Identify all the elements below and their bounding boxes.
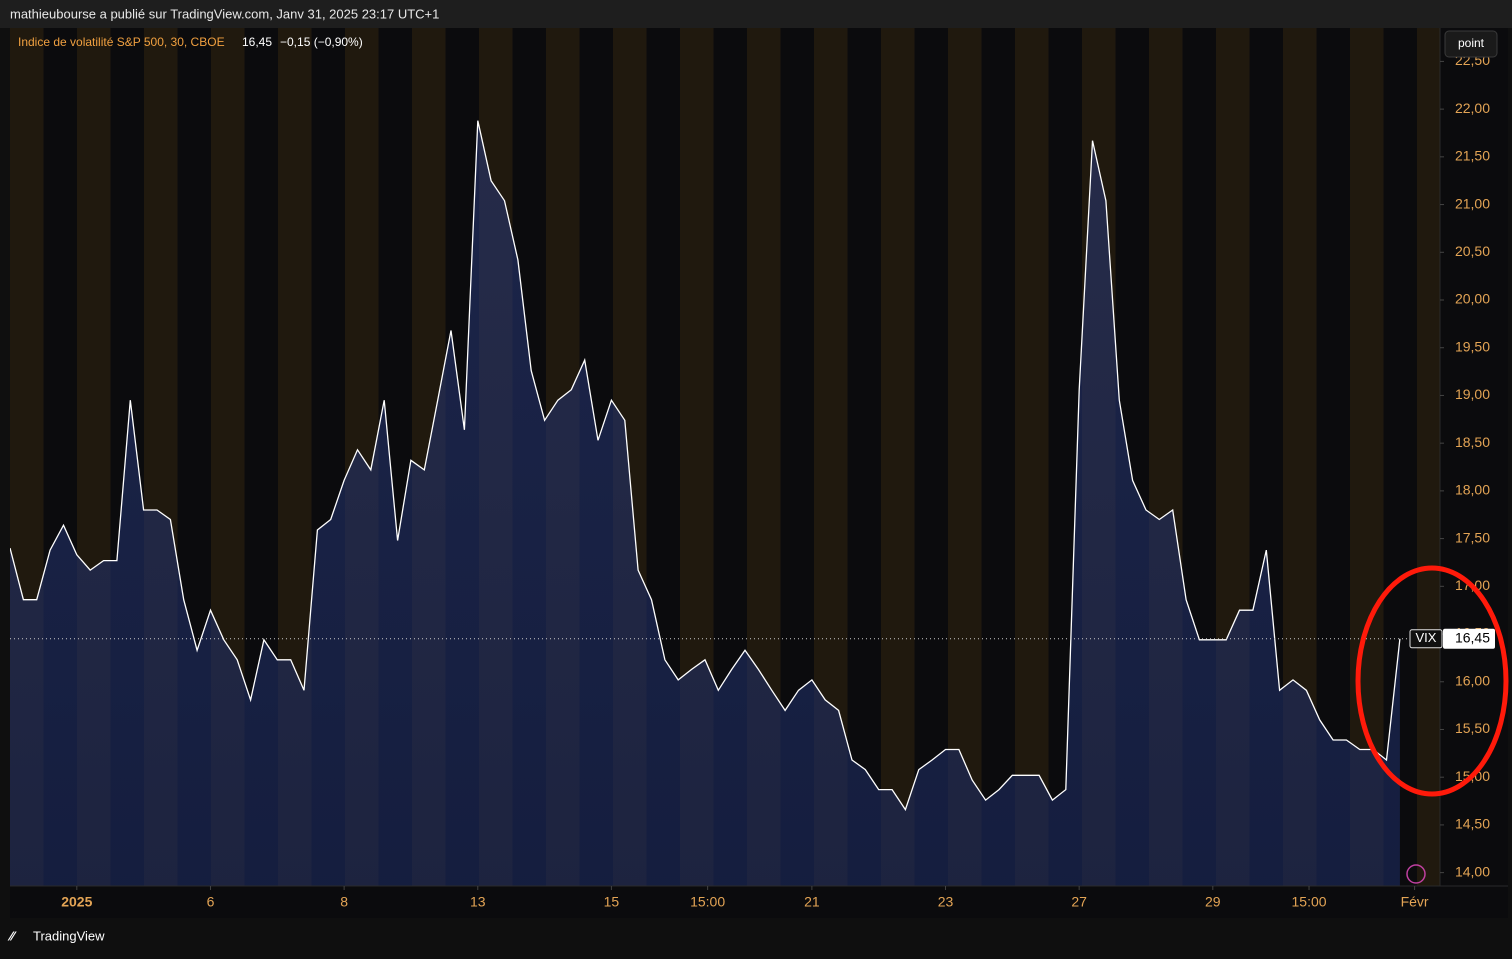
highlight-ellipse: [1355, 565, 1509, 797]
session-band: [1350, 28, 1384, 886]
session-band: [881, 28, 915, 886]
header-text: mathieubourse a publié sur TradingView.c…: [10, 6, 439, 21]
x-tick-label: 8: [340, 894, 348, 910]
y-tick-label: 15,50: [1455, 720, 1490, 736]
x-tick-label: 23: [938, 894, 954, 910]
y-tick-label: 20,50: [1455, 243, 1490, 259]
x-tick-label: 15:00: [690, 894, 725, 910]
y-tick-label: 19,00: [1455, 386, 1490, 402]
symbol-tag: [1409, 629, 1443, 649]
symbol-tag-label: VIX: [1416, 630, 1437, 645]
x-tick-label: 29: [1205, 894, 1221, 910]
session-band: [1015, 28, 1049, 886]
scale-button-label[interactable]: point: [1458, 36, 1485, 50]
header-bar: [0, 0, 1512, 28]
y-tick-label: 14,50: [1455, 816, 1490, 832]
y-tick-label: 16,00: [1455, 672, 1490, 688]
last-value-tag-label: 16,45: [1455, 630, 1490, 646]
last-value: 16,45: [242, 35, 272, 49]
y-tick-label: 14,00: [1455, 863, 1490, 879]
x-tick-label: 13: [470, 894, 486, 910]
session-band: [1417, 28, 1440, 886]
scale-button[interactable]: [1444, 30, 1498, 58]
y-tick-label: 22,00: [1455, 100, 1490, 116]
area-fill: [10, 120, 1400, 886]
change: −0,15 (−0,90%): [280, 35, 363, 49]
x-tick-label: Févr: [1401, 894, 1429, 910]
x-tick-label: 21: [804, 894, 820, 910]
x-tick-label: 6: [207, 894, 215, 910]
x-tick-label: 2025: [61, 894, 92, 910]
y-tick-label: 17,50: [1455, 529, 1490, 545]
y-tick-label: 18,00: [1455, 482, 1490, 498]
y-tick-label: 18,50: [1455, 434, 1490, 450]
y-tick-label: 20,00: [1455, 291, 1490, 307]
price-line: [10, 120, 1401, 812]
footer-brand: TradingView: [33, 928, 105, 943]
x-tick-label: 27: [1071, 894, 1087, 910]
y-tick-label: 21,50: [1455, 148, 1490, 164]
series-name: Indice de volatilité S&P 500, 30, CBOE: [18, 35, 225, 49]
session-band: [948, 28, 982, 886]
x-tick-label: 15: [604, 894, 620, 910]
y-tick-label: 21,00: [1455, 195, 1490, 211]
event-icon: [1406, 864, 1426, 884]
x-tick-label: 15:00: [1292, 894, 1327, 910]
y-tick-label: 19,50: [1455, 338, 1490, 354]
last-value-tag: [1443, 628, 1495, 649]
logo-mark: ⁄⁄: [7, 928, 17, 943]
